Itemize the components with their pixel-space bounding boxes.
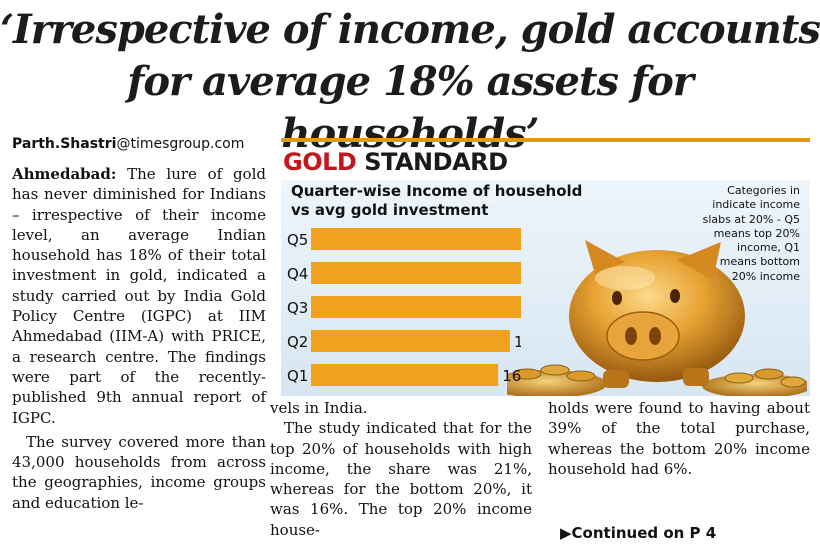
chart-panel: Quarter-wise Income of household vs avg …	[281, 180, 810, 396]
infographic-title: GOLD STANDARD	[283, 148, 508, 176]
headline-line-1: ‘Irrespective of income, gold accounts	[0, 6, 820, 53]
article-paragraph-1: Ahmedabad: The lure of gold has never di…	[12, 164, 266, 428]
article-paragraph-3: vels in India.	[270, 399, 368, 417]
bar-q4	[311, 262, 521, 284]
article-column-3: holds were found to having about 39% of …	[548, 398, 810, 479]
article-text-1: The lure of gold has never diminished fo…	[12, 165, 266, 427]
chart-title-line-1: Quarter-wise Income of household	[291, 182, 583, 200]
headline: ‘Irrespective of income, gold accounts f…	[0, 4, 820, 160]
bar-q5	[311, 228, 521, 250]
headline-line-2: for average 18% assets for households’	[127, 58, 694, 157]
category-label-q5: Q5	[287, 231, 308, 249]
pig-eye-left	[612, 291, 622, 305]
article-paragraph-2: The survey covered more than 43,000 hous…	[12, 432, 266, 512]
bar-q1	[311, 364, 499, 386]
chart-note: Categories in indicate income slabs at 2…	[702, 184, 800, 283]
category-label-q4: Q4	[287, 265, 308, 283]
gold-coins-pile	[507, 364, 807, 396]
byline-name: Parth.Shastri	[12, 136, 117, 152]
category-label-q2: Q2	[287, 333, 308, 351]
article-paragraph-4: The study indicated that for the top 20%…	[270, 419, 532, 539]
chart-title: Quarter-wise Income of household vs avg …	[291, 182, 582, 220]
dateline: Ahmedabad:	[12, 165, 117, 183]
value-label-q1: 16%	[502, 367, 521, 385]
infographic-title-standard: STANDARD	[364, 148, 508, 176]
continued-link[interactable]: ▶Continued on P 4	[560, 524, 717, 542]
bar-q2	[311, 330, 510, 352]
pig-snout	[606, 311, 680, 361]
infographic-title-gold: GOLD	[283, 148, 357, 176]
category-label-q3: Q3	[287, 299, 308, 317]
piggy-bank	[569, 240, 745, 388]
article-paragraph-5: holds were found to having about 39% of …	[548, 399, 810, 478]
accent-rule	[281, 138, 810, 142]
infographic: GOLD STANDARD Quarter-wise Income of hou…	[281, 138, 810, 396]
piggy-bank-image	[507, 240, 807, 396]
article-column-1: Ahmedabad: The lure of gold has never di…	[12, 164, 266, 513]
byline-domain: @timesgroup.com	[116, 136, 245, 152]
pig-ear-left	[585, 240, 625, 274]
pig-ear-right	[677, 242, 721, 280]
byline: Parth.Shastri@timesgroup.com	[12, 136, 244, 152]
bar-q3	[311, 296, 521, 318]
pig-eye-right	[670, 289, 680, 303]
category-label-q1: Q1	[287, 367, 308, 385]
article-column-2: vels in India. The study indicated that …	[270, 398, 532, 540]
chart-title-line-2: vs avg gold investment	[291, 201, 489, 219]
value-label-q2: 17%	[514, 333, 521, 351]
